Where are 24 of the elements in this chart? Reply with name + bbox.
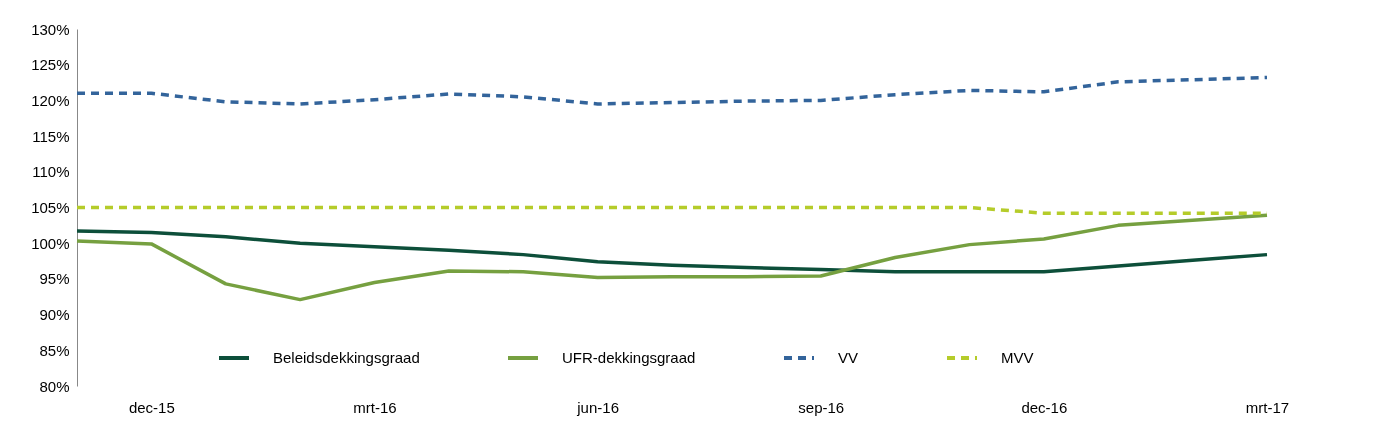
y-tick-label: 125%	[31, 56, 70, 74]
x-tick-label: jun-16	[576, 398, 619, 416]
x-tick-label: mrt-16	[353, 398, 397, 416]
y-tick-label: 115%	[32, 127, 70, 145]
y-tick-label: 80%	[39, 377, 70, 395]
line-series	[75, 229, 1269, 274]
y-tick-label: 110%	[32, 163, 70, 181]
x-tick-label: dec-15	[128, 398, 175, 416]
y-tick-label: 85%	[39, 341, 70, 359]
y-tick-label: 130%	[31, 20, 70, 38]
x-tick-label: mrt-17	[1245, 398, 1290, 416]
legend-label: VV	[838, 349, 859, 366]
x-tick-label: sep-16	[798, 398, 845, 416]
y-tick-label: 95%	[39, 270, 70, 288]
y-tick-label: 90%	[39, 306, 70, 324]
y-tick-label: 105%	[31, 199, 70, 216]
y-tick-label: 100%	[31, 234, 70, 252]
x-tick-label: dec-16	[1021, 398, 1068, 416]
legend-label: UFR-dekkingsgraad	[562, 349, 696, 366]
legend-label: Beleidsdekkingsgraad	[273, 349, 420, 366]
line-series	[75, 75, 1269, 106]
legend-label: MVV	[1001, 349, 1034, 366]
line-series	[75, 213, 1269, 302]
y-tick-label: 120%	[31, 91, 70, 109]
